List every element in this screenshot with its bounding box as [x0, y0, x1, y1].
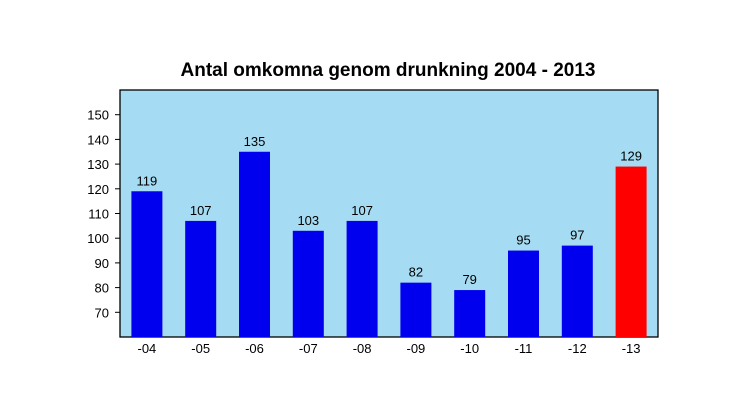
bars: [131, 151, 647, 337]
y-tick-label: 70: [95, 305, 109, 320]
data-label: 135: [244, 134, 266, 149]
chart-title: Antal omkomna genom drunkning 2004 - 201…: [181, 60, 596, 81]
data-label: 129: [620, 149, 642, 164]
x-tick-label: -13: [622, 341, 641, 356]
data-label: 97: [570, 228, 584, 243]
x-tick-label: -09: [407, 341, 426, 356]
x-tick-label: -06: [245, 341, 264, 356]
data-labels: 119 107 135 103 107 82 79 95 97 129: [137, 134, 642, 287]
bar-05: [185, 220, 217, 337]
bar-10: [454, 290, 486, 337]
data-label: 107: [351, 203, 373, 218]
y-tick-label: 90: [95, 256, 109, 271]
bar-06: [239, 151, 270, 337]
data-label: 95: [516, 233, 530, 248]
y-tick-label: 80: [95, 281, 109, 296]
bar-04: [131, 191, 163, 337]
bar-12: [561, 245, 593, 337]
bar-11: [508, 250, 539, 337]
data-label: 119: [137, 173, 158, 188]
x-tick-label: -07: [299, 341, 318, 356]
bar-09: [400, 282, 432, 337]
data-label: 107: [190, 203, 212, 218]
y-tick-label: 140: [87, 132, 109, 147]
y-tick-label: 130: [87, 157, 109, 172]
data-label: 103: [297, 213, 319, 228]
x-tick-label: -12: [568, 341, 587, 356]
x-tick-label: -11: [515, 341, 533, 356]
x-tick-label: -08: [353, 341, 372, 356]
bar-08: [346, 220, 378, 337]
x-axis: -04 -05 -06 -07 -08 -09 -10 -11 -12 -13: [138, 341, 641, 356]
y-tick-label: 110: [88, 207, 109, 222]
x-tick-label: -04: [138, 341, 157, 356]
y-tick-label: 120: [87, 182, 109, 197]
bar-13: [615, 166, 647, 337]
y-axis: 70 80 90 100 110 120 130 140 150: [87, 108, 120, 320]
x-tick-label: -05: [191, 341, 210, 356]
data-label: 82: [409, 265, 423, 280]
y-tick-label: 100: [87, 231, 109, 246]
bar-07: [292, 230, 324, 337]
y-tick-label: 150: [87, 108, 109, 123]
x-tick-label: -10: [460, 341, 479, 356]
data-label: 79: [462, 272, 476, 287]
